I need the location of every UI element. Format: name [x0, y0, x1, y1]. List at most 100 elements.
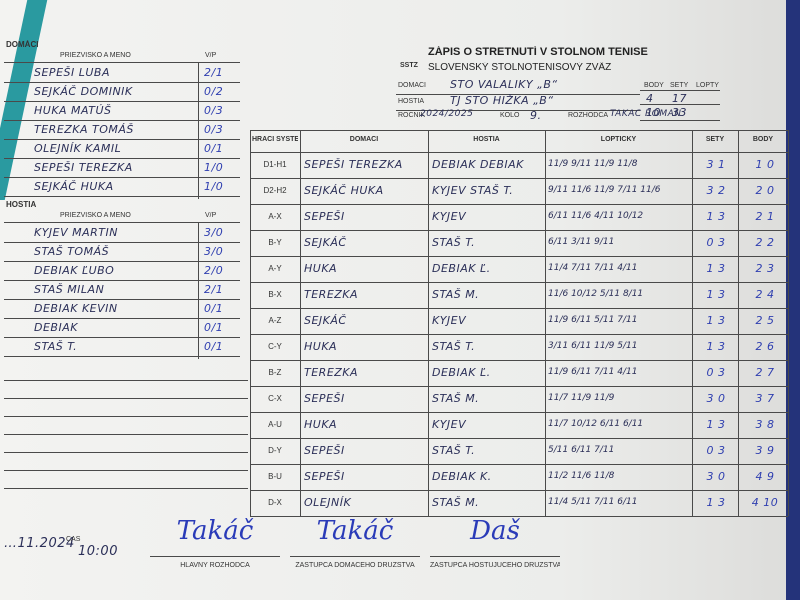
- rule: [250, 438, 788, 439]
- match-home: TEREZKA: [304, 288, 359, 301]
- player-result: 3/0: [204, 245, 224, 258]
- rule: [4, 299, 240, 300]
- player-result: 2/1: [204, 283, 224, 296]
- column-header: LOPTIČKY: [600, 136, 637, 143]
- rule: [198, 222, 199, 359]
- rule: [4, 242, 240, 243]
- player-result: 0/1: [204, 302, 224, 315]
- header-label: ROČNÍK: [398, 112, 426, 119]
- player-name: OLEJNÍK KAMIL: [34, 142, 122, 155]
- signature-label: ZÁSTUPCA HOSTUJÚCEHO DRUŽSTVA: [430, 562, 560, 569]
- player-result: 0/1: [204, 142, 224, 155]
- rule: [4, 488, 248, 489]
- match-balls: 11/7 10/12 6/11 6/11: [548, 419, 644, 429]
- match-guest: STAŠ M.: [432, 288, 480, 301]
- rule: [250, 412, 788, 413]
- rule: [4, 222, 240, 223]
- match-system: D-Y: [268, 446, 282, 455]
- match-system: C-Y: [268, 342, 282, 351]
- player-result: 0/3: [204, 104, 224, 117]
- rule: [4, 82, 240, 83]
- match-sets: 0 3: [706, 366, 726, 379]
- signature: Takáč: [176, 516, 254, 546]
- rule: [4, 318, 240, 319]
- player-result: 2/0: [204, 264, 224, 277]
- match-guest: STAŠ T.: [432, 444, 476, 457]
- match-sets: 1 3: [706, 262, 726, 275]
- match-balls: 11/9 6/11 5/11 7/11: [548, 315, 638, 325]
- score-label: SETY: [670, 82, 689, 89]
- match-home: SEPEŠI: [304, 210, 345, 223]
- rule: [250, 130, 251, 516]
- match-system: A-X: [268, 212, 282, 221]
- match-sets: 0 3: [706, 236, 726, 249]
- match-sets: 1 3: [706, 418, 726, 431]
- signature-label: HLAVNÝ ROZHODCA: [180, 562, 250, 569]
- rule: [250, 516, 788, 517]
- rule: [4, 416, 248, 417]
- match-system: D1-H1: [263, 160, 287, 169]
- match-home: HUKA: [304, 262, 338, 275]
- column-header: BODY: [752, 136, 774, 143]
- rule: [640, 104, 720, 105]
- match-points: 2 2: [755, 236, 775, 249]
- rule: [4, 139, 240, 140]
- match-balls: 11/4 7/11 7/11 4/11: [548, 263, 638, 273]
- rule: [250, 360, 788, 361]
- rule: [4, 101, 240, 102]
- signature-label: ZÁSTUPCA DOMÁCEHO DRUŽSTVA: [295, 562, 415, 569]
- player-name: SEPEŠI TEREZKA: [34, 161, 133, 174]
- match-system: B-X: [268, 290, 282, 299]
- match-balls: 11/2 11/6 11/8: [548, 471, 615, 481]
- match-system: A-U: [268, 420, 282, 429]
- rule: [640, 90, 720, 91]
- player-name: SEPEŠI LUBA: [34, 66, 110, 79]
- rule: [428, 130, 429, 516]
- match-points: 2 5: [755, 314, 775, 327]
- footer-time-label: ČAS: [66, 536, 81, 543]
- match-guest: KYJEV STAŠ T.: [432, 184, 514, 197]
- column-header: SETY: [705, 136, 725, 143]
- rule: [4, 356, 240, 357]
- rule: [250, 256, 788, 257]
- match-sets: 1 3: [706, 210, 726, 223]
- score-home: 4: [646, 92, 654, 105]
- match-home: SEJKÁČ HUKA: [304, 184, 384, 197]
- rule: [4, 470, 248, 471]
- match-guest: STAŠ M.: [432, 392, 480, 405]
- rule: [250, 152, 788, 153]
- player-result: 1/0: [204, 161, 224, 174]
- match-points: 2 0: [755, 184, 775, 197]
- rule: [4, 337, 240, 338]
- player-name: DEBIAK ĽUBO: [34, 264, 115, 277]
- player-name: DEBIAK KEVIN: [34, 302, 118, 315]
- rule: [4, 177, 240, 178]
- roster-col: V/P: [205, 212, 217, 219]
- match-system: A-Y: [268, 264, 282, 273]
- match-home: SEPEŠI: [304, 470, 345, 483]
- signature: Takáč: [316, 516, 394, 546]
- rule: [4, 158, 240, 159]
- match-points: 3 8: [755, 418, 775, 431]
- footer-time: 10:00: [78, 544, 118, 559]
- match-balls: 11/9 9/11 11/9 11/8: [548, 159, 638, 169]
- header-value: STO VALALIKY „B“: [450, 78, 558, 91]
- match-sets: 3 0: [706, 470, 726, 483]
- player-name: DEBIAK: [34, 321, 78, 334]
- rule: [692, 130, 693, 516]
- rule: [250, 282, 788, 283]
- org-short: SSTZ: [400, 62, 418, 69]
- match-points: 2 1: [755, 210, 775, 223]
- match-guest: DEBIAK K.: [432, 470, 492, 483]
- rule: [4, 62, 240, 63]
- rule: [4, 280, 240, 281]
- score-home: 17: [672, 92, 687, 105]
- match-system: C-X: [268, 394, 282, 403]
- match-balls: 6/11 3/11 9/11: [548, 237, 615, 247]
- roster-col: V/P: [205, 52, 217, 59]
- rule: [198, 62, 199, 199]
- rule: [290, 556, 420, 557]
- rule: [4, 196, 240, 197]
- footer-date: …11.2024: [4, 536, 75, 551]
